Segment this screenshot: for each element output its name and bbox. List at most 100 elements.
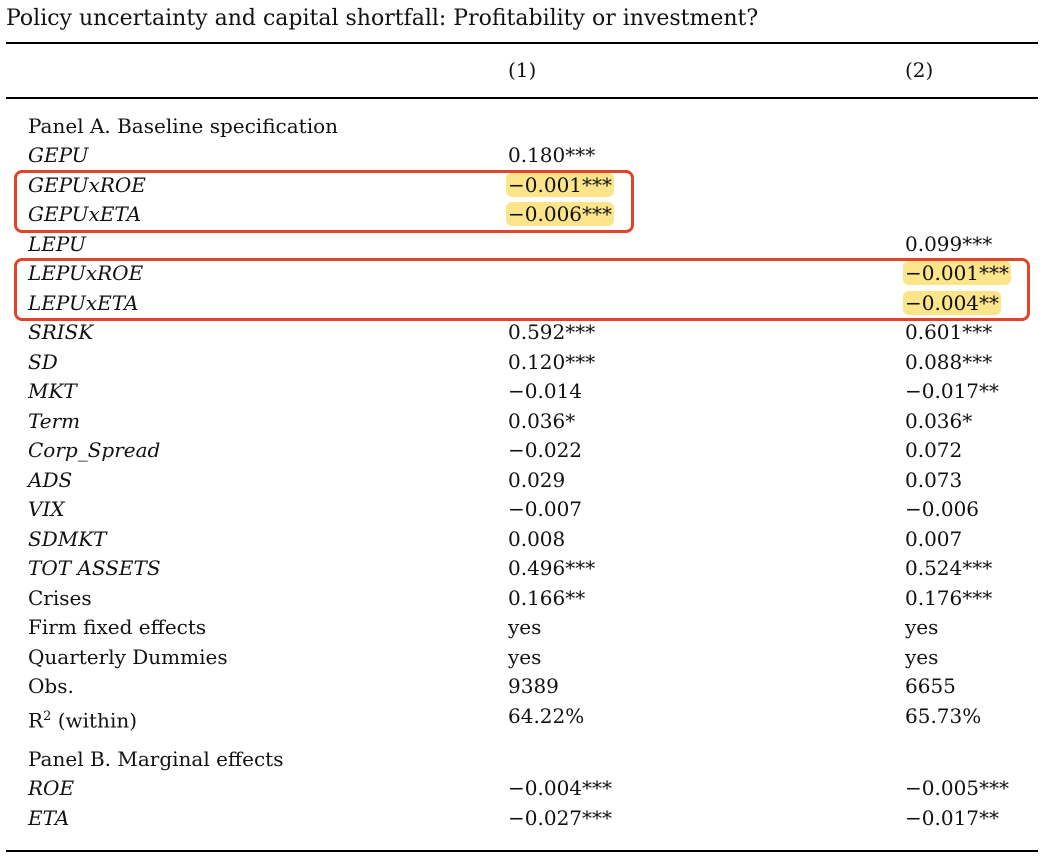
cell-col1: yes [508,643,541,672]
cell-value-col1: 0.008 [508,526,566,551]
cell-value-col2: 0.099*** [905,231,993,256]
cell-value-col2: yes [905,615,939,639]
cell-value-col1: 0.592*** [508,320,596,344]
cell-col2: −0.001*** [903,259,1012,288]
highlight-box-lepu [14,258,1030,321]
cell-col1: −0.007 [508,495,582,524]
cell-value-col1: 9389 [508,674,559,698]
cell-value-col2: −0.005*** [905,776,1010,800]
cell-col2: 6655 [905,672,956,701]
cell-col2: 0.072 [905,436,962,465]
row-label: SD [28,349,58,374]
table-row: ADS 0.029 0.073 [0,466,1050,495]
cell-col1: −0.022 [508,436,582,465]
cell-col2: 0.176*** [905,584,992,613]
table-row: Quarterly Dummies yes yes [0,643,1050,672]
cell-value-col1: 0.029 [508,467,566,492]
table-row: ROE −0.004*** −0.005*** [0,774,1050,803]
panel-heading: Panel B. Marginal effects [0,745,1050,774]
table-row: Obs. 9389 6655 [0,672,1050,701]
row-label: ROE [28,776,75,800]
cell-value-col1: 0.166** [508,585,586,610]
row-label: SRISK [28,320,94,344]
cell-col2: −0.005*** [905,774,1009,803]
cell-col1: −0.027*** [508,804,612,833]
cell-value-col1: −0.006*** [506,202,615,226]
cell-col2: yes [905,613,938,642]
table-row: GEPUxETA −0.006*** [0,200,1050,229]
cell-value-col2: 0.036* [905,408,973,433]
cell-value-col1: −0.022 [508,438,583,462]
table-row: Corp_Spread −0.022 0.072 [0,436,1050,465]
panel-heading: Panel A. Baseline specification [0,112,1050,141]
table-row: LEPUxROE −0.001*** [0,259,1050,288]
cell-col1: 0.120*** [508,348,595,377]
cell-col1: −0.004*** [508,774,612,803]
cell-col1: 9389 [508,672,559,701]
cell-col2: 0.601*** [905,318,992,347]
table-row: ETA −0.027*** −0.017** [0,804,1050,833]
cell-col2: −0.004** [903,289,1002,318]
cell-value-col1: −0.014 [508,379,583,403]
cell-col1: 0.036* [508,407,575,436]
cell-value-col2: −0.004** [903,290,1002,315]
row-label: MKT [28,379,77,403]
row-label: R2 (within) [28,702,137,736]
table-row: SDMKT 0.008 0.007 [0,525,1050,554]
table-row: R2 (within) 64.22% 65.73% [0,702,1050,733]
cell-col1: yes [508,613,541,642]
cell-value-col1: 0.120*** [508,349,596,374]
table-row: Term 0.036* 0.036* [0,407,1050,436]
row-label: ETA [28,805,70,830]
cell-col2: −0.006 [905,495,979,524]
cell-value-col1: 0.036* [508,408,576,433]
cell-col1: 0.496*** [508,554,595,583]
cell-col2: 0.073 [905,466,962,495]
table-row: LEPU 0.099*** [0,230,1050,259]
row-label: Corp_Spread [28,438,161,462]
row-label: Firm fixed effects [28,615,207,639]
table-row: Firm fixed effects yes yes [0,613,1050,642]
cell-col2: 0.036* [905,407,972,436]
cell-value-col2: −0.017** [905,805,1000,830]
table-row: SD 0.120*** 0.088*** [0,348,1050,377]
cell-value-col1: −0.027*** [508,805,613,830]
cell-value-col1: 0.180*** [508,143,596,167]
row-label: GEPUxROE [28,172,146,197]
cell-value-col2: 0.088*** [905,349,993,374]
cell-col1: 0.592*** [508,318,595,347]
cell-col1: 0.180*** [508,141,595,170]
cell-col2: −0.017** [905,804,999,833]
cell-value-col2: −0.006 [905,497,980,521]
cell-value-col2: 0.007 [905,526,963,551]
row-label: ADS [28,467,73,492]
cell-value-col2: 0.073 [905,467,963,492]
row-label-text: R [28,708,44,733]
cell-value-col2: yes [905,644,939,669]
table-title: Policy uncertainty and capital shortfall… [6,6,759,31]
row-label: LEPUxETA [28,290,139,315]
cell-col2: 0.088*** [905,348,992,377]
row-label: Quarterly Dummies [28,644,228,669]
row-label: SDMKT [28,526,107,551]
cell-value-col1: yes [508,615,542,639]
column-header-1: (1) [508,58,537,82]
cell-col1: 64.22% [508,702,584,731]
row-label: GEPUxETA [28,202,142,226]
cell-col1: −0.006*** [506,200,615,229]
row-label: TOT ASSETS [28,556,161,580]
row-label: LEPUxROE [28,261,144,285]
row-label: VIX [28,497,65,521]
cell-col1: −0.001*** [506,171,615,200]
cell-col2: −0.017** [905,377,999,406]
cell-value-col2: −0.001*** [903,261,1012,285]
cell-value-col2: −0.017** [905,379,1000,403]
highlight-box-gepu [14,170,634,233]
bottom-rule [6,850,1038,852]
row-label-superscript: 2 [43,708,52,724]
row-label: LEPU [28,231,86,256]
cell-value-col1: yes [508,644,542,669]
cell-col2: yes [905,643,938,672]
table-row: Crises 0.166** 0.176*** [0,584,1050,613]
cell-col2: 65.73% [905,702,981,731]
